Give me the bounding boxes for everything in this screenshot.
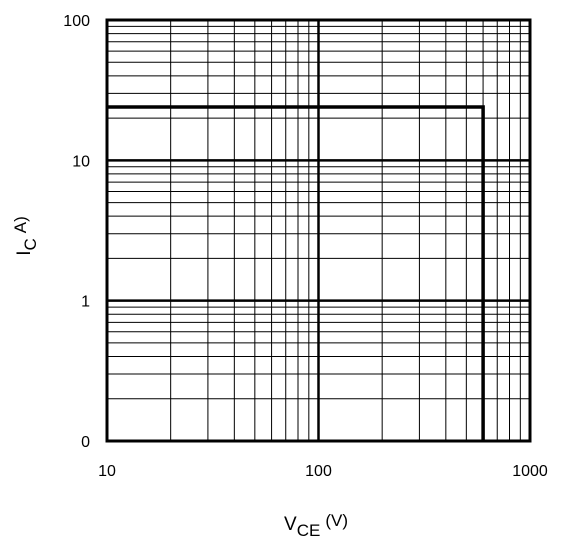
y-tick-label: 1 <box>81 294 90 311</box>
x-tick-label: 1000 <box>512 463 548 480</box>
y-tick-label: 0 <box>81 434 90 451</box>
soa-boundary-line <box>107 105 485 441</box>
y-axis-label: IC A) <box>11 216 40 256</box>
x-axis-label: VCE(V) <box>284 511 348 540</box>
y-axis-label-sub: C <box>21 238 40 250</box>
y-tick-label: 100 <box>63 13 90 30</box>
x-tick-label: 10 <box>98 463 116 480</box>
y-tick-labels: 0 1 10 100 <box>63 13 90 451</box>
y-axis-label-unit: A) <box>11 216 30 233</box>
y-tick-label: 10 <box>72 153 90 170</box>
y-axis-label-main: I <box>14 251 35 256</box>
x-axis-label-main: V <box>284 514 297 535</box>
x-axis-label-sub: CE <box>297 521 321 540</box>
series-layer <box>107 105 485 441</box>
x-tick-labels: 10 100 1000 <box>98 463 548 480</box>
x-tick-label: 100 <box>305 463 332 480</box>
x-axis-label-unit: (V) <box>325 511 348 530</box>
plot-frame <box>105 18 532 443</box>
